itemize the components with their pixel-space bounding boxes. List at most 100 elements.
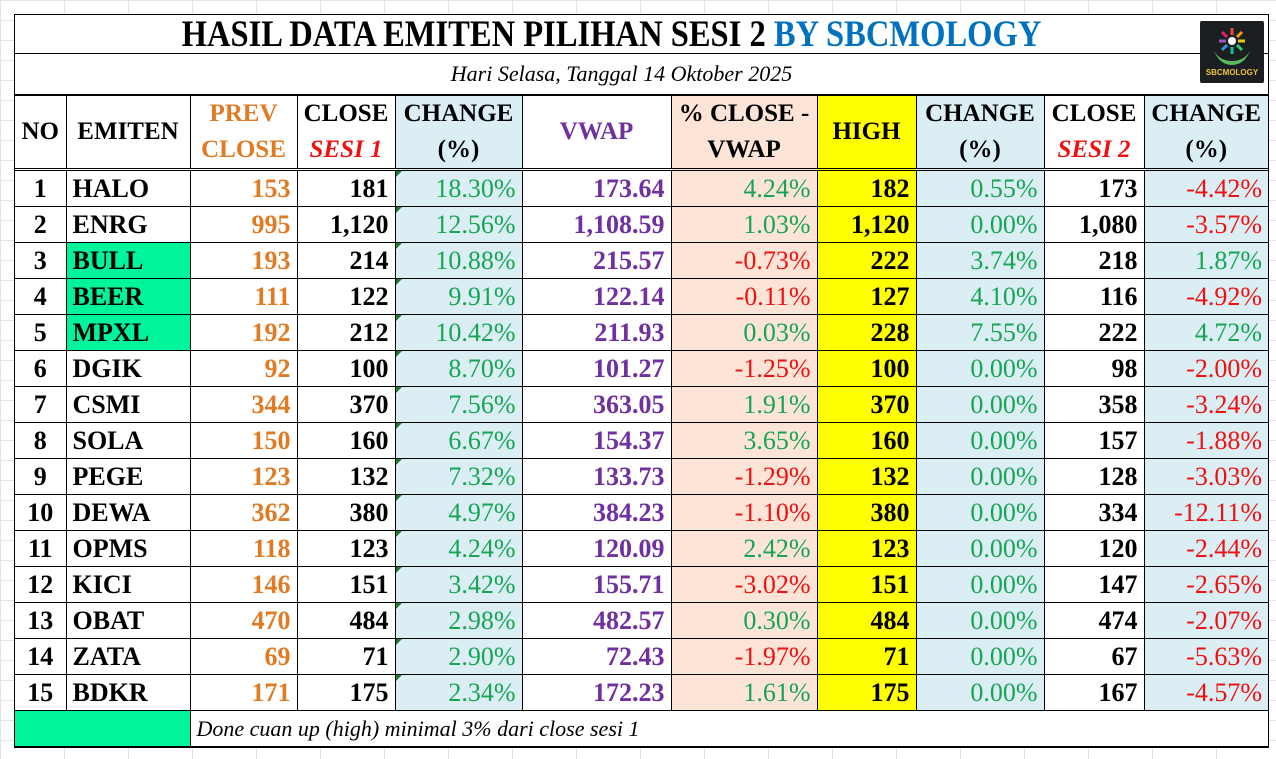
header-emiten: EMITEN [65,95,191,171]
cell-no: 15 [15,674,67,711]
cell-no: 2 [15,206,67,243]
legend-swatch [15,710,191,747]
cell-change-high: 0.00% [915,422,1045,459]
results-sheet: HASIL DATA EMITEN PILIHAN SESI 2 BY SBCM… [14,14,1269,748]
cell-vwap: 172.23 [521,674,672,711]
header-high: HIGH [816,95,917,171]
cell-close-sesi2: 1,080 [1043,206,1145,243]
cell-close-sesi1: 181 [296,169,396,207]
cell-change-sesi1: 2.90% [394,638,523,675]
cell-close-vwap: 2.42% [670,530,818,567]
cell-vwap: 1,108.59 [521,206,672,243]
cell-close-vwap: 0.03% [670,314,818,351]
cell-no: 11 [15,530,67,567]
subtitle-row: Hari Selasa, Tanggal 14 Oktober 2025 [15,54,1268,95]
cell-change-high: 0.00% [915,458,1045,495]
cell-change-sesi1: 8.70% [394,350,523,387]
header-close-vwap: % CLOSE - VWAP [670,95,818,171]
cell-prev-close: 150 [189,422,298,459]
cell-no: 1 [15,169,67,207]
cell-emiten: HALO [65,169,191,207]
cell-change-sesi2: -2.07% [1143,602,1268,639]
cell-no: 6 [15,350,67,387]
cell-high: 175 [816,674,917,711]
table-row: 2 ENRG 995 1,120 12.56% 1,108.59 1.03% 1,120 0.0… [15,206,1268,243]
cell-prev-close: 69 [189,638,298,675]
header-change-sesi1: CHANGE (%) [394,95,523,171]
cell-change-sesi1: 10.88% [394,242,523,279]
header-row: NO EMITEN PREV CLOSE CLOSE SESI 1 CHANGE (%… [15,95,1268,171]
cell-change-sesi2: -2.65% [1143,566,1268,603]
cell-change-sesi1: 12.56% [394,206,523,243]
table-row: 10 DEWA 362 380 4.97% 384.23 -1.10% 380 0.00% 334… [15,494,1268,531]
cell-vwap: 215.57 [521,242,672,279]
cell-change-sesi1: 18.30% [394,169,523,207]
cell-change-high: 0.00% [915,638,1045,675]
cell-close-sesi2: 147 [1043,566,1145,603]
cell-close-vwap: -1.29% [670,458,818,495]
table-row: 8 SOLA 150 160 6.67% 154.37 3.65% 160 0.00% 157 -1… [15,422,1268,459]
cell-change-high: 0.00% [915,566,1045,603]
cell-emiten: BDKR [65,674,191,711]
cell-close-vwap: 1.03% [670,206,818,243]
cell-high: 370 [816,386,917,423]
cell-high: 484 [816,602,917,639]
cell-emiten: PEGE [65,458,191,495]
cell-prev-close: 146 [189,566,298,603]
cell-change-high: 0.55% [915,169,1045,207]
cell-vwap: 154.37 [521,422,672,459]
cell-change-high: 4.10% [915,278,1045,315]
cell-emiten: DGIK [65,350,191,387]
cell-prev-close: 111 [189,278,298,315]
cell-emiten: DEWA [65,494,191,531]
cell-high: 1,120 [816,206,917,243]
cell-change-sesi1: 10.42% [394,314,523,351]
cell-emiten: ZATA [65,638,191,675]
cell-close-sesi1: 132 [296,458,396,495]
cell-change-sesi1: 2.34% [394,674,523,711]
cell-change-sesi1: 3.42% [394,566,523,603]
cell-prev-close: 153 [189,169,298,207]
cell-change-sesi2: -2.00% [1143,350,1268,387]
cell-close-sesi1: 122 [296,278,396,315]
cell-vwap: 155.71 [521,566,672,603]
cell-change-sesi2: -3.24% [1143,386,1268,423]
cell-close-sesi2: 67 [1043,638,1145,675]
cell-close-vwap: 1.61% [670,674,818,711]
cell-change-sesi2: 1.87% [1143,242,1268,279]
cell-no: 9 [15,458,67,495]
cell-emiten: SOLA [65,422,191,459]
cell-no: 13 [15,602,67,639]
cell-close-sesi2: 128 [1043,458,1145,495]
cell-change-sesi2: -4.57% [1143,674,1268,711]
cell-emiten: KICI [65,566,191,603]
cell-high: 151 [816,566,917,603]
cell-change-high: 3.74% [915,242,1045,279]
cell-vwap: 211.93 [521,314,672,351]
cell-change-sesi1: 4.97% [394,494,523,531]
cell-prev-close: 344 [189,386,298,423]
cell-close-vwap: -3.02% [670,566,818,603]
cell-close-sesi2: 167 [1043,674,1145,711]
cell-emiten: MPXL [65,314,191,351]
cell-close-sesi2: 116 [1043,278,1145,315]
header-change-sesi2: CHANGE (%) [1143,95,1268,171]
cell-high: 132 [816,458,917,495]
table-row: 4 BEER 111 122 9.91% 122.14 -0.11% 127 4.10% 116-… [15,278,1268,315]
cell-close-vwap: -1.97% [670,638,818,675]
cell-prev-close: 470 [189,602,298,639]
cell-close-vwap: -0.11% [670,278,818,315]
cell-close-vwap: 1.91% [670,386,818,423]
cell-change-sesi2: -5.63% [1143,638,1268,675]
cell-close-sesi2: 120 [1043,530,1145,567]
cell-close-vwap: 4.24% [670,169,818,207]
header-vwap: VWAP [521,95,672,171]
cell-close-sesi1: 212 [296,314,396,351]
cell-close-sesi1: 370 [296,386,396,423]
cell-change-sesi2: -4.42% [1143,169,1268,207]
table-row: 3 BULL 193 214 10.88% 215.57 -0.73% 222 3.74% 218… [15,242,1268,279]
cell-no: 12 [15,566,67,603]
cell-close-vwap: -1.25% [670,350,818,387]
cell-close-sesi2: 98 [1043,350,1145,387]
cell-close-sesi1: 100 [296,350,396,387]
